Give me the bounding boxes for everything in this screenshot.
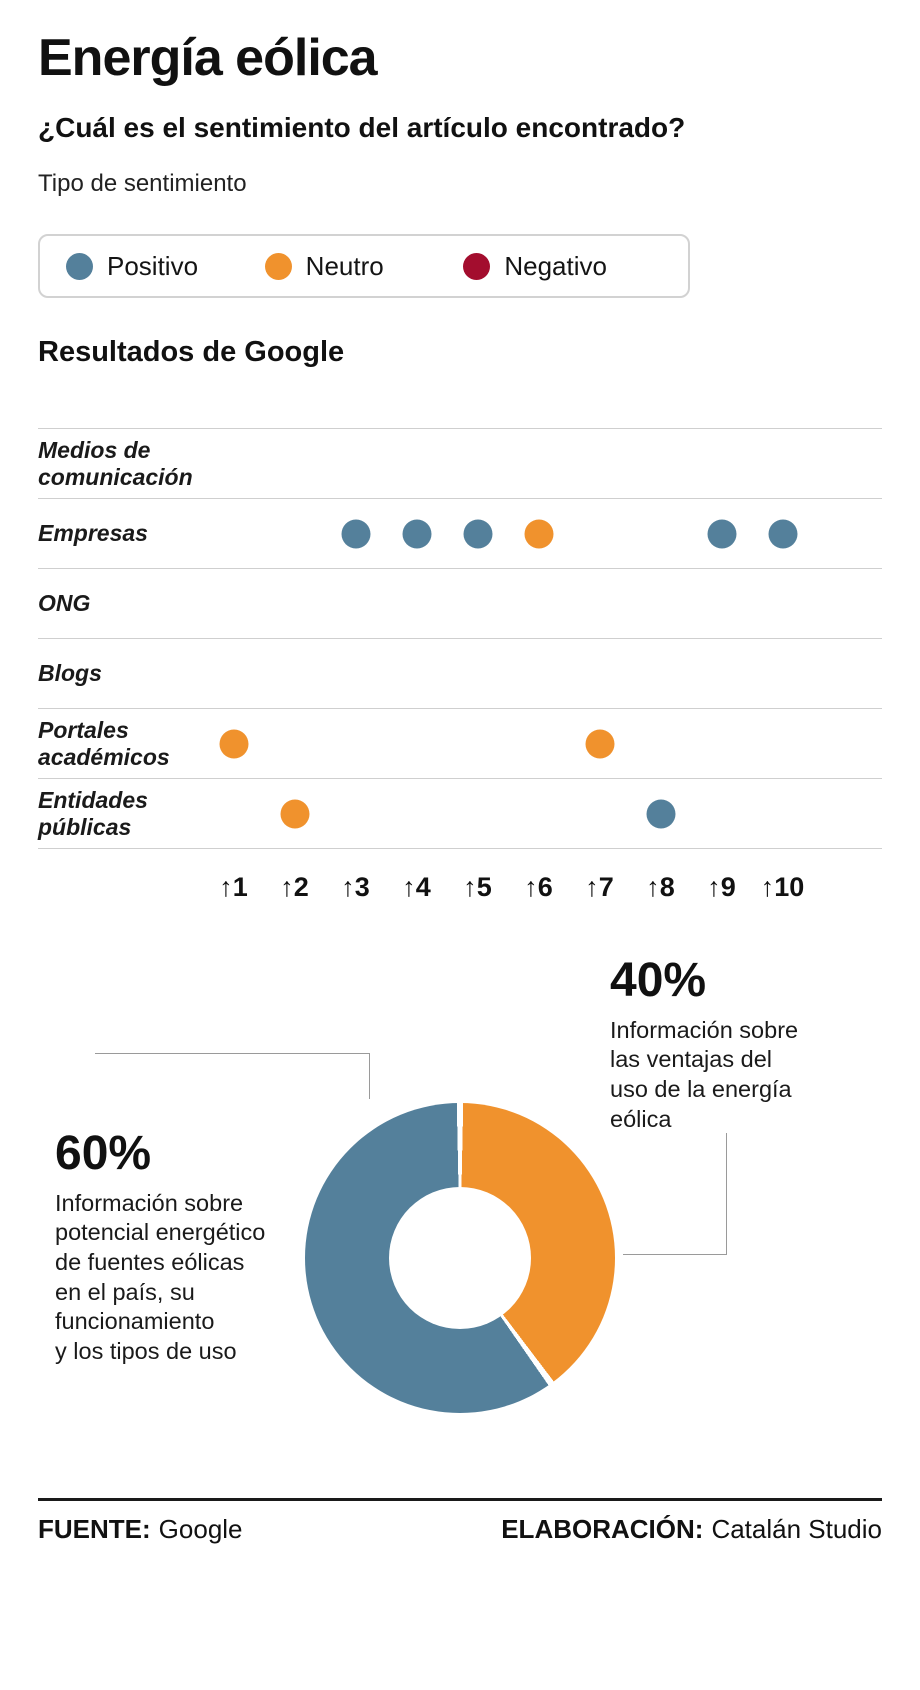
legend: Positivo Neutro Negativo bbox=[38, 234, 690, 298]
row-grid bbox=[203, 709, 813, 778]
source-label: FUENTE: bbox=[38, 1514, 151, 1544]
negativo-dot-icon bbox=[463, 252, 491, 280]
positivo-dot-icon bbox=[66, 252, 93, 280]
row-label: ONG bbox=[38, 590, 91, 617]
x-axis-tick: ↑9 bbox=[707, 872, 736, 902]
legend-item-negativo: Negativo bbox=[463, 251, 662, 282]
row-label: Entidades públicas bbox=[38, 787, 148, 840]
legend-label: Negativo bbox=[504, 250, 607, 281]
sentiment-dot-neutro bbox=[219, 729, 248, 758]
sentiment-dot-positivo bbox=[402, 519, 431, 548]
legend-label: Positivo bbox=[107, 250, 199, 281]
legend-label: Neutro bbox=[305, 250, 384, 281]
sentiment-dot-neutro bbox=[280, 799, 309, 828]
sentiment-dot-positivo bbox=[707, 519, 736, 548]
pie-pct-60-value: 60% bbox=[55, 1127, 152, 1180]
pie-label-block-60: 60% Información sobre potencial energéti… bbox=[55, 1127, 320, 1366]
footer: FUENTE: Google ELABORACIÓN: Catalán Studio bbox=[38, 1514, 882, 1545]
footer-divider bbox=[38, 1498, 882, 1501]
x-axis-tick: ↑2 bbox=[280, 872, 309, 902]
pie-pct-40-value: 40% bbox=[610, 954, 707, 1007]
plot-row: Empresas bbox=[38, 498, 882, 568]
sentiment-dot-positivo bbox=[463, 519, 492, 548]
x-axis: ↑1 ↑2 ↑3 ↑4 ↑5 ↑6 ↑7 ↑8 ↑9 ↑10 bbox=[203, 872, 813, 916]
row-grid bbox=[203, 639, 813, 708]
legend-item-positivo: Positivo bbox=[66, 251, 265, 282]
x-axis-tick: ↑8 bbox=[646, 872, 675, 902]
connector-line-40 bbox=[623, 1133, 727, 1255]
pie-pct-60-description: Información sobre potencial energético d… bbox=[55, 1189, 266, 1364]
plot-row: ONG bbox=[38, 568, 882, 638]
credit: ELABORACIÓN: Catalán Studio bbox=[501, 1514, 882, 1545]
plot-row: Medios de comunicación bbox=[38, 428, 882, 498]
row-grid bbox=[203, 429, 813, 498]
sentiment-type-label: Tipo de sentimiento bbox=[38, 170, 247, 197]
pie-pct-40-description: Información sobre las ventajas del uso d… bbox=[610, 1016, 799, 1132]
credit-value: Catalán Studio bbox=[711, 1514, 882, 1544]
legend-item-neutro: Neutro bbox=[264, 250, 464, 282]
credit-label: ELABORACIÓN: bbox=[501, 1514, 704, 1544]
row-grid bbox=[203, 779, 813, 848]
page-title: Energía eólica bbox=[38, 29, 378, 87]
row-label: Portales académicos bbox=[38, 717, 170, 770]
sentiment-dot-neutro bbox=[585, 729, 614, 758]
x-axis-tick: ↑3 bbox=[341, 872, 370, 902]
sentiment-dot-positivo bbox=[341, 519, 370, 548]
row-label: Empresas bbox=[38, 520, 148, 547]
x-axis-tick: ↑7 bbox=[585, 872, 614, 902]
row-label: Medios de comunicación bbox=[38, 437, 193, 490]
section-title: Resultados de Google bbox=[38, 336, 345, 368]
row-label: Blogs bbox=[38, 660, 102, 687]
row-grid bbox=[203, 499, 813, 568]
x-axis-tick: ↑6 bbox=[524, 872, 553, 902]
row-grid bbox=[203, 569, 813, 638]
x-axis-tick: ↑4 bbox=[402, 872, 431, 902]
donut-hole bbox=[389, 1187, 531, 1329]
neutro-dot-icon bbox=[264, 252, 292, 280]
sentiment-dot-positivo bbox=[768, 519, 797, 548]
sentiment-dot-positivo bbox=[646, 799, 675, 828]
connector-line-60 bbox=[95, 1053, 370, 1099]
x-axis-tick: ↑5 bbox=[463, 872, 492, 902]
plot-row: Blogs bbox=[38, 638, 882, 708]
subtitle-question: ¿Cuál es el sentimiento del artículo enc… bbox=[38, 112, 686, 143]
x-axis-tick: ↑1 bbox=[219, 872, 248, 902]
pie-label-block-40: 40% Información sobre las ventajas del u… bbox=[610, 954, 850, 1134]
plot-row: Portales académicos bbox=[38, 708, 882, 778]
source: FUENTE: Google bbox=[38, 1514, 243, 1545]
sentiment-dot-neutro bbox=[524, 519, 553, 548]
dot-plot-rows: Medios de comunicación Empresas ONG Blogs Po… bbox=[38, 428, 882, 849]
plot-row: Entidades públicas bbox=[38, 778, 882, 848]
donut-chart-wrap bbox=[305, 1103, 615, 1413]
source-value: Google bbox=[158, 1514, 243, 1544]
x-axis-tick: ↑10 bbox=[760, 872, 805, 902]
